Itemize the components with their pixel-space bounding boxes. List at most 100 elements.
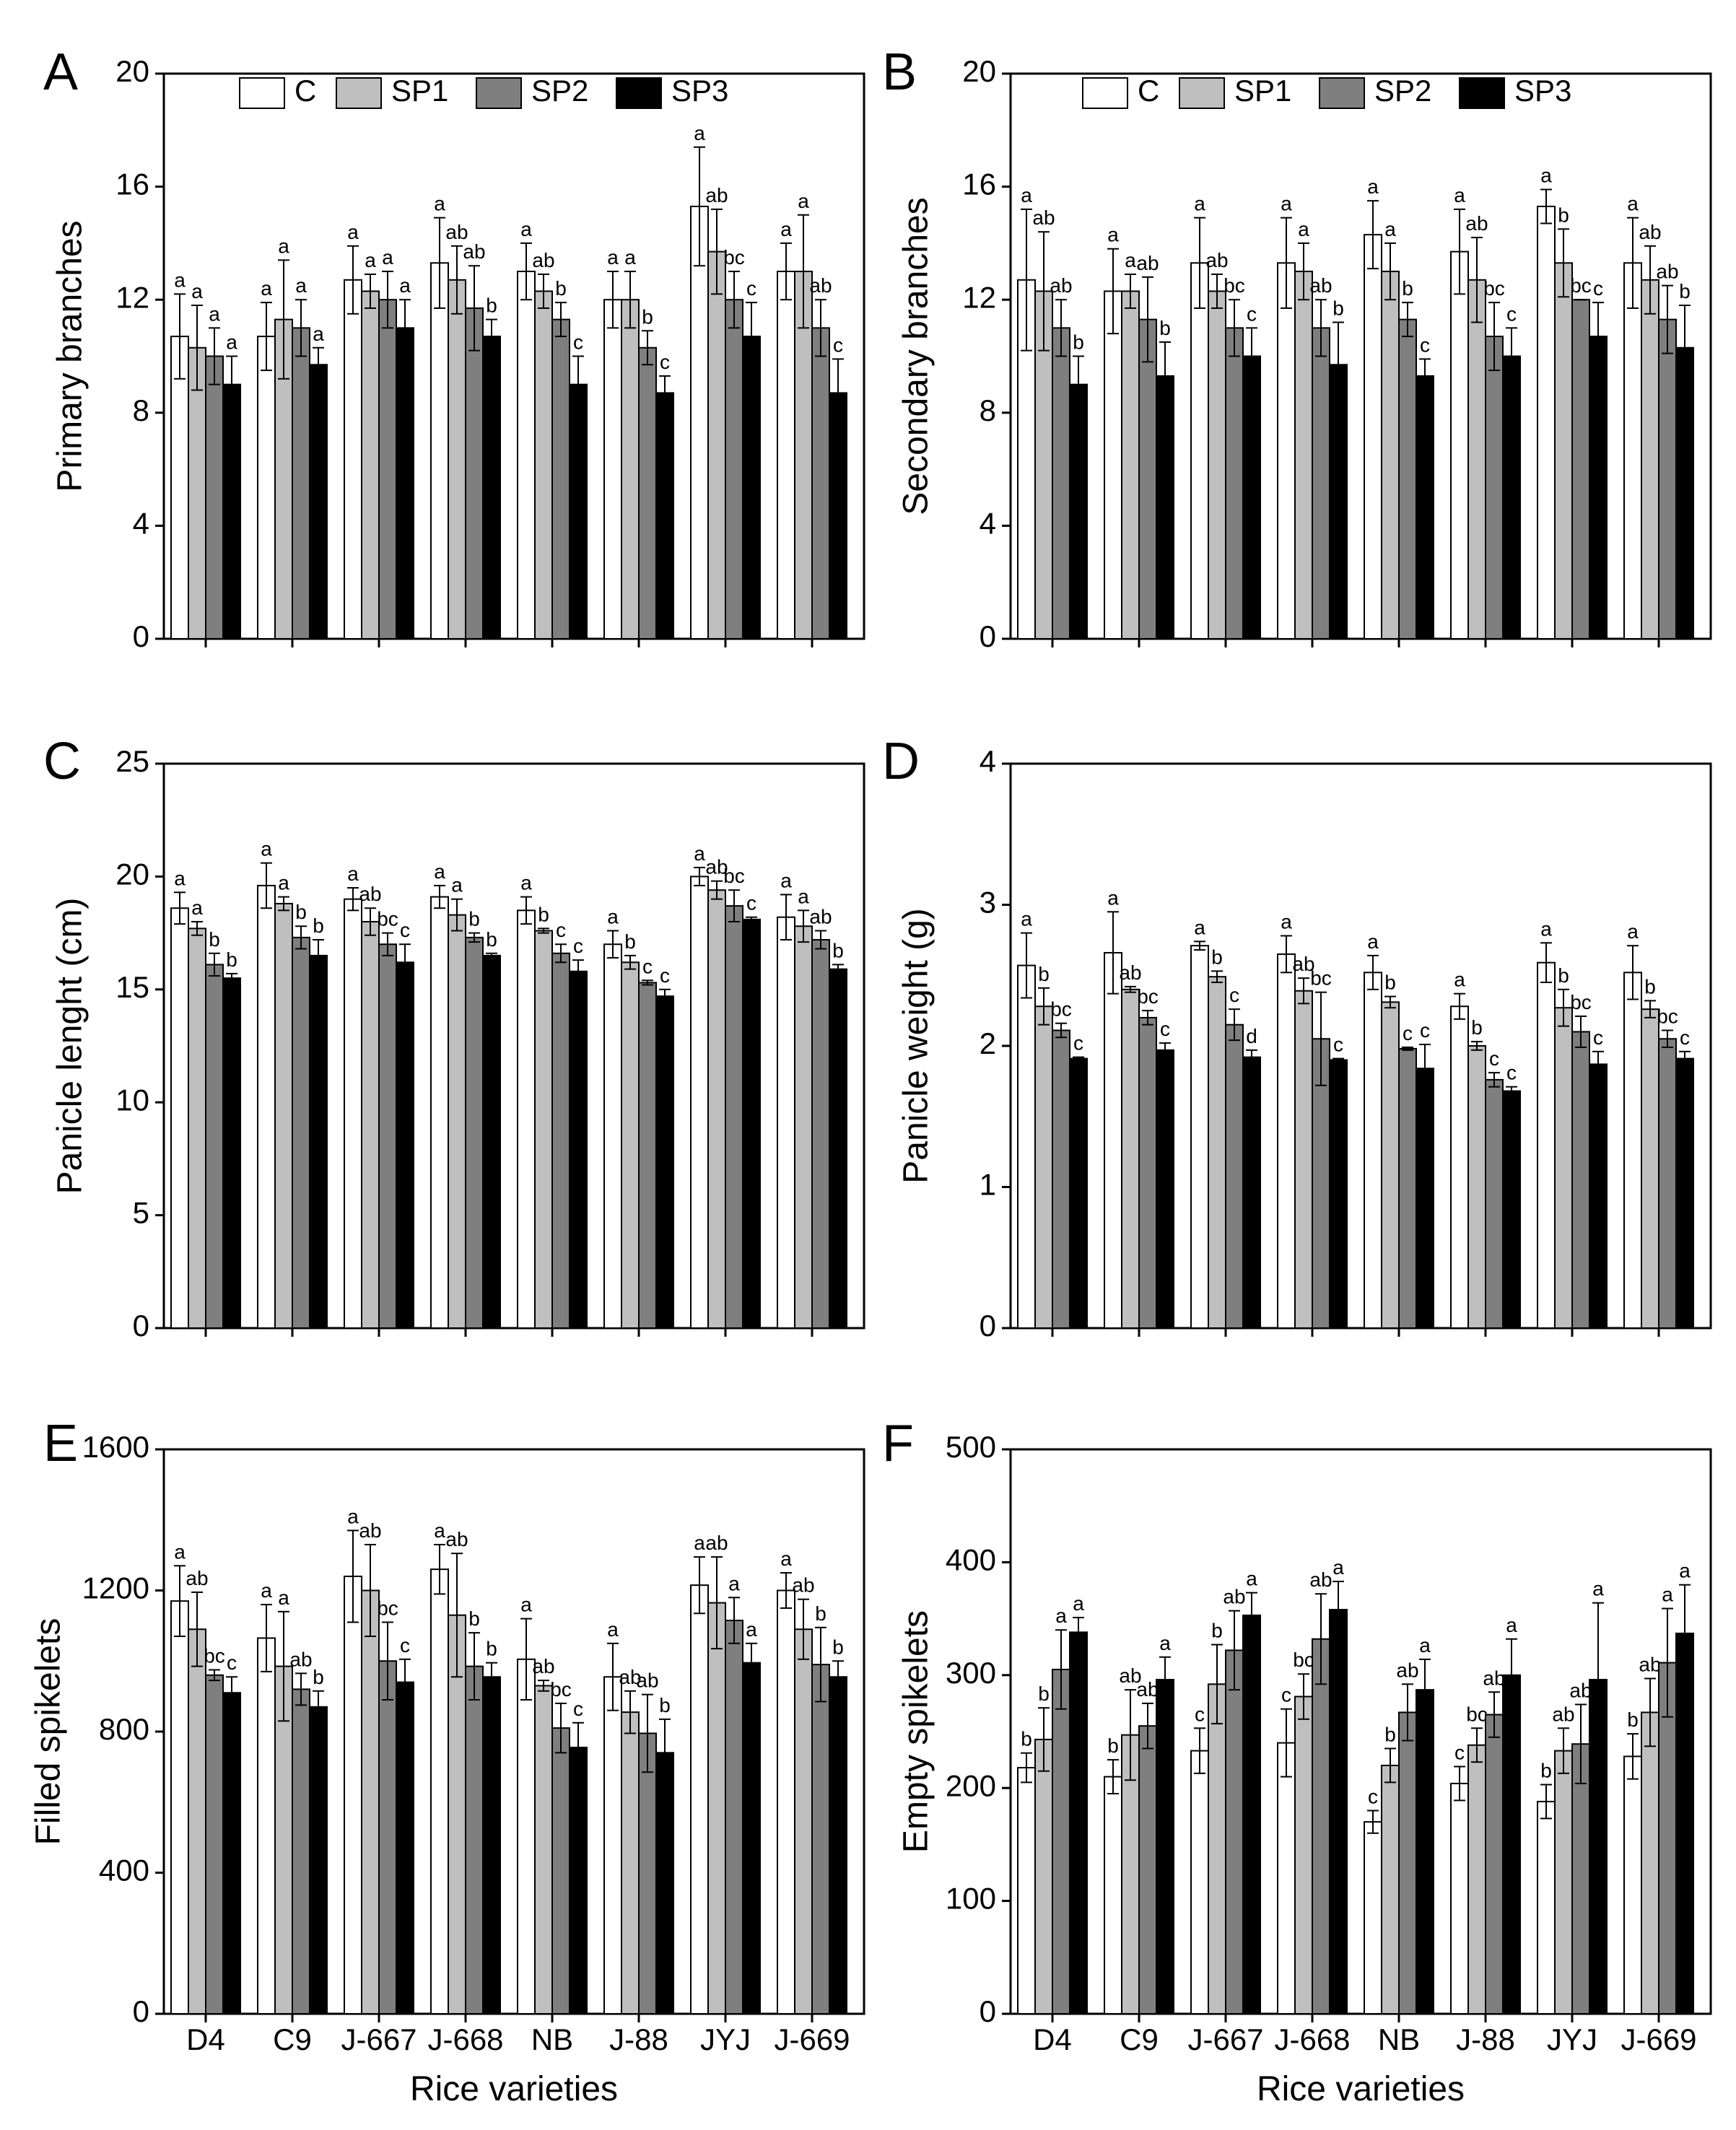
significance-label: b (468, 908, 480, 930)
bar (430, 896, 449, 1329)
bar (361, 920, 380, 1329)
y-tick-label: 2 (980, 1026, 996, 1060)
bar (1398, 318, 1417, 640)
y-tick-label: 200 (946, 1768, 996, 1802)
significance-label: c (660, 351, 670, 373)
bar (1242, 1056, 1261, 1329)
significance-label: a (1159, 1632, 1171, 1654)
bar (1658, 318, 1677, 640)
significance-label: a (434, 1519, 445, 1542)
legend-swatch-sp1 (336, 77, 382, 109)
significance-label: b (1471, 1016, 1483, 1039)
bar (551, 952, 570, 1329)
significance-label: a (1506, 1614, 1517, 1636)
significance-label: bc (1483, 277, 1505, 300)
significance-label: ab (1223, 1586, 1245, 1608)
bar (1502, 1674, 1521, 2015)
x-tick-label: J-667 (1187, 2022, 1263, 2056)
y-tick-label: 0 (133, 1309, 149, 1343)
significance-label: b (486, 294, 497, 317)
y-tick-label: 20 (115, 54, 149, 88)
bar (1156, 375, 1174, 640)
bar (707, 1602, 726, 2015)
bar (292, 936, 310, 1329)
bar (361, 290, 380, 640)
significance-label: a (1454, 969, 1465, 991)
bar (569, 1746, 588, 2015)
bar (1052, 1029, 1070, 1329)
bar (274, 902, 293, 1330)
significance-label: c (1229, 984, 1239, 1006)
bar (517, 1658, 536, 2015)
significance-label: a (1073, 1592, 1084, 1615)
significance-label: a (1298, 218, 1309, 240)
significance-label: c (400, 1634, 410, 1657)
significance-label: c (227, 1651, 237, 1674)
significance-label: b (1558, 204, 1569, 226)
y-tick-label: 8 (133, 393, 149, 427)
significance-label: bc (204, 1644, 225, 1667)
panel-letter-F: F (882, 1415, 914, 1472)
y-tick-label: 4 (133, 506, 149, 540)
bar (430, 262, 449, 640)
bar (534, 930, 553, 1330)
bar (1104, 290, 1122, 640)
bar (707, 889, 726, 1329)
significance-label: a (191, 280, 203, 302)
significance-label: c (400, 919, 410, 941)
significance-label: ab (289, 1648, 312, 1670)
significance-label: a (607, 246, 619, 269)
significance-label: a (1540, 165, 1552, 187)
bar (1537, 961, 1556, 1330)
y-tick-label: 400 (99, 1854, 149, 1887)
significance-label: a (1384, 218, 1396, 240)
bar (551, 1727, 570, 2015)
significance-label: c (1247, 302, 1257, 325)
legend-label-c: C (295, 74, 316, 108)
bar (794, 1628, 813, 2015)
bar (1208, 1683, 1226, 2015)
significance-label: ab (1483, 1667, 1505, 1689)
significance-label: b (468, 1607, 480, 1630)
bar (621, 299, 640, 640)
legend-label-sp3: SP3 (1514, 74, 1571, 108)
bar (690, 876, 709, 1329)
significance-label: a (347, 221, 359, 243)
bar (170, 907, 189, 1329)
bar (1017, 1767, 1036, 2015)
plot-frame-C (162, 762, 865, 1330)
bar (655, 995, 674, 1329)
y-tick-label: 12 (962, 280, 996, 314)
significance-label: c (746, 277, 756, 300)
significance-label: c (573, 331, 583, 354)
legend-swatch-c (239, 77, 285, 109)
bar (1156, 1049, 1174, 1329)
significance-label: a (1107, 886, 1119, 909)
bar (1069, 383, 1088, 640)
significance-label: c (1195, 1703, 1205, 1725)
bar (725, 905, 743, 1329)
bar (344, 898, 362, 1330)
panel-letter-C: C (43, 733, 81, 790)
significance-label: a (694, 122, 705, 144)
bar (1658, 1662, 1677, 2015)
significance-label: b (486, 928, 497, 951)
significance-label: ab (1552, 1703, 1574, 1725)
bar (482, 1676, 501, 2015)
bar (257, 336, 276, 640)
bar (1190, 1750, 1209, 2015)
legend-swatch-sp1 (1179, 77, 1225, 109)
x-tick-label: D4 (186, 2022, 225, 2056)
bar (1242, 1614, 1261, 2015)
significance-label: a (1627, 920, 1639, 943)
significance-label: bc (1293, 1649, 1314, 1671)
significance-label: c (833, 333, 843, 356)
bar (465, 307, 484, 640)
significance-label: a (780, 218, 792, 240)
x-tick-label: J-88 (1456, 2022, 1515, 2056)
bar (378, 943, 397, 1329)
y-tick-label: 4 (980, 506, 996, 540)
significance-label: a (1021, 908, 1032, 930)
significance-label: a (1419, 1634, 1431, 1657)
